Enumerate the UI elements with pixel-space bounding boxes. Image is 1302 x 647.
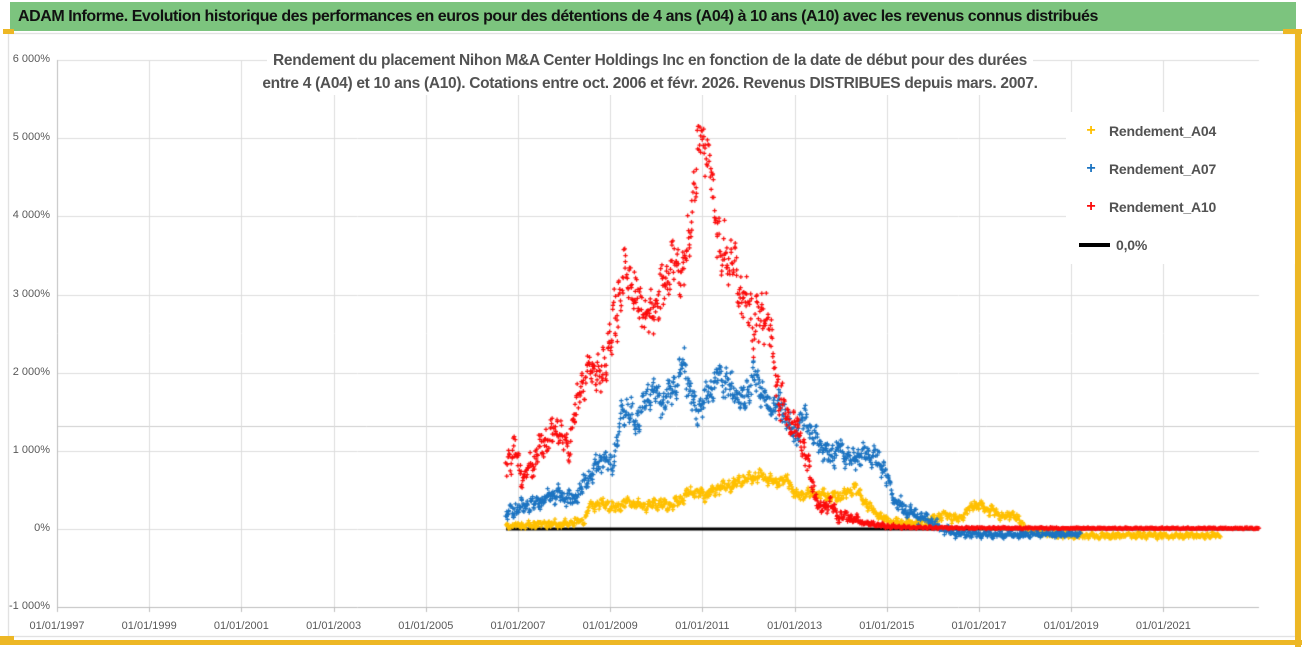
x-tick-label: 01/01/2007 bbox=[490, 620, 546, 632]
legend-item-zero: 0,0% bbox=[1066, 226, 1296, 264]
y-tick-label: 1 000% bbox=[12, 443, 50, 456]
y-tick-label: -1 000% bbox=[9, 600, 50, 613]
legend-item-a10: + Rendement_A10 bbox=[1066, 188, 1296, 226]
y-tick-label: 3 000% bbox=[12, 287, 50, 300]
y-tick-label: 2 000% bbox=[12, 365, 50, 378]
legend: + Rendement_A04 + Rendement_A07 + Rendem… bbox=[1066, 112, 1296, 264]
gold-border-right bbox=[1295, 29, 1301, 647]
x-tick-label: 01/01/2003 bbox=[306, 620, 362, 632]
x-tick-label: 01/01/2001 bbox=[213, 620, 269, 632]
chart-title-line2: entre 4 (A04) et 10 ans (A10). Cotations… bbox=[256, 72, 1044, 95]
legend-label-zero: 0,0% bbox=[1116, 237, 1148, 253]
chart-title: Rendement du placement Nihon M&A Center … bbox=[57, 49, 1243, 95]
gold-border-bottom bbox=[0, 640, 1302, 645]
gold-border-top-right-corner bbox=[1283, 29, 1302, 34]
legend-item-a04: + Rendement_A04 bbox=[1066, 112, 1296, 150]
x-tick-label: 01/01/2009 bbox=[582, 620, 638, 632]
x-tick-label: 01/01/2011 bbox=[675, 620, 730, 632]
x-tick-label: 01/01/1999 bbox=[121, 620, 177, 632]
x-tick-label: 01/01/2017 bbox=[951, 620, 1007, 632]
legend-label-a07: Rendement_A07 bbox=[1109, 161, 1217, 177]
gold-border-top-left-corner bbox=[3, 29, 14, 34]
plus-marker-icon: + bbox=[1086, 160, 1096, 177]
gold-border-bottom-left-corner bbox=[0, 636, 14, 644]
header-title: ADAM Informe. Evolution historique des p… bbox=[18, 8, 1098, 25]
y-tick-label: 5 000% bbox=[12, 131, 50, 144]
plus-marker-icon: + bbox=[1086, 122, 1096, 139]
legend-item-a07: + Rendement_A07 bbox=[1066, 150, 1296, 188]
x-tick-label: 01/01/2019 bbox=[1043, 620, 1099, 632]
x-tick-label: 01/01/2013 bbox=[767, 620, 823, 632]
x-tick-label: 01/01/2015 bbox=[859, 620, 915, 632]
legend-label-a10: Rendement_A10 bbox=[1109, 199, 1217, 215]
y-tick-label: 4 000% bbox=[12, 209, 50, 222]
y-tick-label: 6 000% bbox=[12, 53, 50, 66]
legend-label-a04: Rendement_A04 bbox=[1109, 123, 1217, 139]
header-bar: ADAM Informe. Evolution historique des p… bbox=[10, 2, 1296, 31]
x-tick-label: 01/01/2021 bbox=[1135, 620, 1191, 632]
chart-title-line1: Rendement du placement Nihon M&A Center … bbox=[267, 49, 1033, 72]
x-tick-label: 01/01/2005 bbox=[398, 620, 454, 632]
x-tick-label: 01/01/1997 bbox=[29, 620, 85, 632]
plus-marker-icon: + bbox=[1086, 198, 1096, 215]
y-tick-label: 0% bbox=[34, 522, 50, 534]
zero-line-swatch bbox=[1079, 243, 1110, 247]
